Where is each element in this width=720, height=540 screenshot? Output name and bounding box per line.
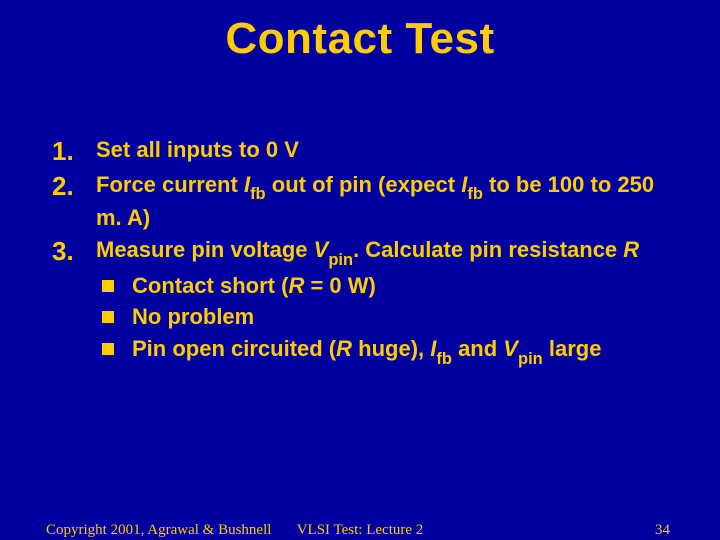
list-item: 2. Force current Ifb out of pin (expect …	[52, 170, 680, 233]
sub-text: Pin open circuited (R huge), Ifb and Vpi…	[132, 334, 601, 368]
square-bullet-icon	[102, 280, 114, 292]
item-text: Measure pin voltage Vpin. Calculate pin …	[96, 235, 680, 370]
sublist: Contact short (R = 0 W) No problem Pin o…	[96, 271, 680, 368]
footer-right: 34	[655, 522, 670, 539]
sub-text: Contact short (R = 0 W)	[132, 271, 376, 301]
footer-center: VLSI Test: Lecture 2	[0, 522, 720, 539]
sub-text: No problem	[132, 302, 254, 332]
list-item: 3. Measure pin voltage Vpin. Calculate p…	[52, 235, 680, 370]
item-text: Set all inputs to 0 V	[96, 135, 680, 165]
item-number: 2.	[52, 170, 96, 203]
item-number: 1.	[52, 135, 96, 168]
item-number: 3.	[52, 235, 96, 268]
item-text: Force current Ifb out of pin (expect Ifb…	[96, 170, 680, 233]
slide-content: 1. Set all inputs to 0 V 2. Force curren…	[52, 135, 680, 372]
slide-title: Contact Test	[0, 0, 720, 64]
sub-item: Pin open circuited (R huge), Ifb and Vpi…	[96, 334, 680, 368]
square-bullet-icon	[102, 343, 114, 355]
square-bullet-icon	[102, 311, 114, 323]
slide: Contact Test 1. Set all inputs to 0 V 2.…	[0, 0, 720, 540]
sub-item: Contact short (R = 0 W)	[96, 271, 680, 301]
list-item: 1. Set all inputs to 0 V	[52, 135, 680, 168]
sub-item: No problem	[96, 302, 680, 332]
